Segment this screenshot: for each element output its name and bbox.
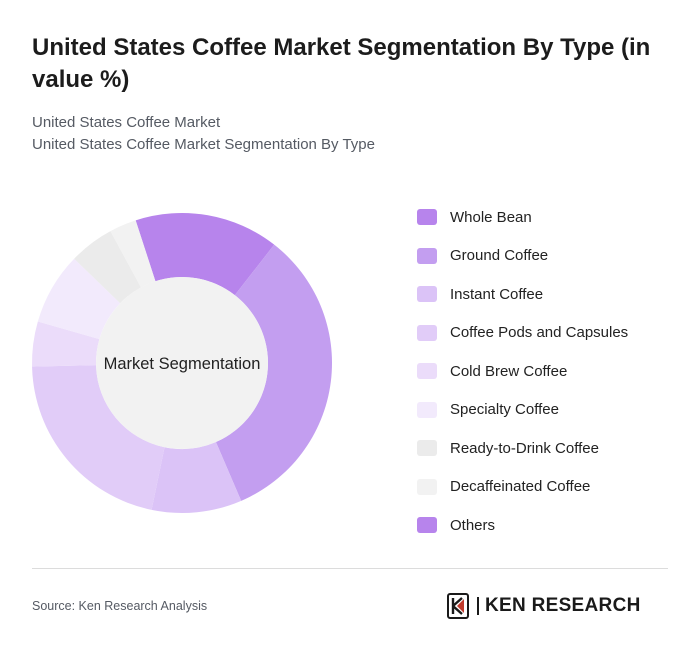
donut-chart: Market Segmentation: [32, 213, 332, 513]
legend-label: Ready-to-Drink Coffee: [450, 439, 599, 457]
legend-item-coffee-pods-and-capsules[interactable]: Coffee Pods and Capsules: [417, 314, 687, 353]
legend-swatch: [417, 478, 437, 495]
ken-research-logo-icon: [447, 593, 469, 619]
legend-item-instant-coffee[interactable]: Instant Coffee: [417, 275, 687, 314]
legend-label: Whole Bean: [450, 208, 532, 226]
subtitle-line-segmentation: United States Coffee Market Segmentation…: [32, 136, 375, 153]
footer-divider: [32, 568, 668, 569]
slice-whole-bean[interactable]: [135, 213, 275, 296]
legend-label: Ground Coffee: [450, 247, 549, 265]
legend-label: Instant Coffee: [450, 285, 544, 303]
legend-label: Decaffeinated Coffee: [450, 478, 591, 496]
legend-item-ground-coffee[interactable]: Ground Coffee: [417, 237, 687, 276]
legend-swatch: [417, 401, 437, 418]
legend-item-others[interactable]: Others: [417, 506, 687, 545]
slice-decaffeinated-coffee[interactable]: [110, 220, 156, 288]
slice-ready-to-drink-coffee[interactable]: [74, 231, 141, 304]
legend-item-decaffeinated-coffee[interactable]: Decaffeinated Coffee: [417, 468, 687, 507]
legend-item-specialty-coffee[interactable]: Specialty Coffee: [417, 391, 687, 430]
donut-center-label: Market Segmentation: [104, 355, 261, 373]
source-note: Source: Ken Research Analysis: [32, 599, 208, 613]
chart-subtitle: United States Coffee Market United State…: [32, 112, 375, 156]
slice-coffee-pods-and-capsules[interactable]: [32, 365, 165, 510]
logo-text: KEN RESEARCH: [485, 595, 641, 616]
subtitle-line-market: United States Coffee Market: [32, 114, 221, 131]
chart-legend: Whole Bean Ground Coffee Instant Coffee Cof…: [417, 198, 687, 545]
ken-research-logo: KEN RESEARCH: [447, 592, 641, 620]
legend-label: Others: [450, 516, 496, 534]
legend-swatch: [417, 209, 437, 226]
logo-separator: [477, 597, 479, 615]
legend-label: Coffee Pods and Capsules: [450, 324, 629, 342]
legend-swatch: [417, 363, 437, 380]
donut-slices: [32, 213, 332, 513]
legend-swatch: [417, 247, 437, 264]
slice-cold-brew-coffee[interactable]: [32, 321, 100, 367]
donut-center: [96, 277, 268, 449]
slice-instant-coffee[interactable]: [151, 442, 242, 513]
legend-swatch: [417, 324, 437, 341]
legend-item-cold-brew-coffee[interactable]: Cold Brew Coffee: [417, 352, 687, 391]
chart-title: United States Coffee Market Segmentation…: [32, 34, 651, 93]
legend-item-ready-to-drink-coffee[interactable]: Ready-to-Drink Coffee: [417, 429, 687, 468]
legend-label: Cold Brew Coffee: [450, 362, 568, 380]
slice-ground-coffee[interactable]: [215, 244, 332, 501]
slice-specialty-coffee[interactable]: [37, 258, 121, 340]
legend-swatch: [417, 286, 437, 303]
legend-swatch: [417, 517, 437, 534]
legend-swatch: [417, 440, 437, 457]
legend-label: Specialty Coffee: [450, 401, 559, 419]
legend-item-whole-bean[interactable]: Whole Bean: [417, 198, 687, 237]
